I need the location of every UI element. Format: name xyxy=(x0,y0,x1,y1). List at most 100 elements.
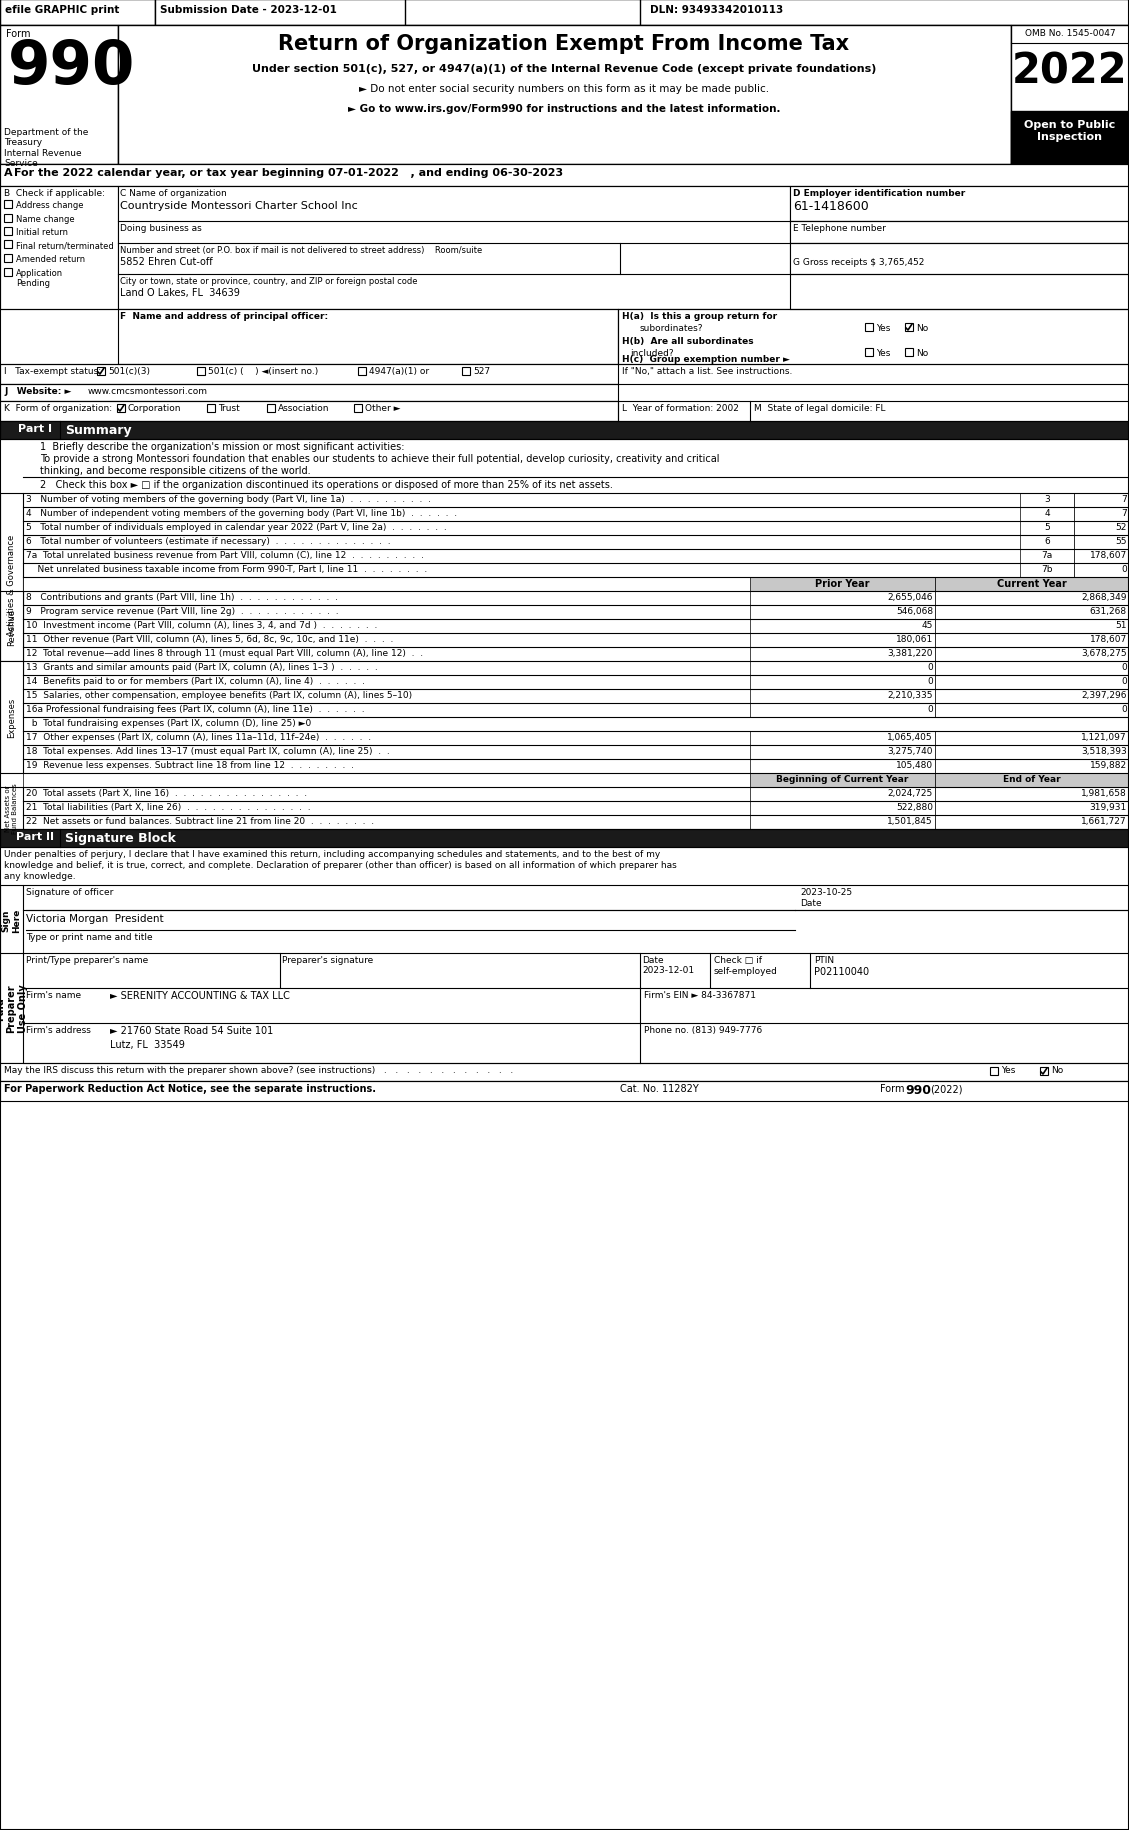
Bar xyxy=(0,886,23,955)
Bar xyxy=(1019,507,1074,522)
Bar xyxy=(0,494,23,675)
Bar xyxy=(119,26,1010,165)
Bar xyxy=(5,214,12,223)
Text: 7: 7 xyxy=(1121,509,1127,518)
Text: 0: 0 xyxy=(927,677,933,686)
Text: Firm's address: Firm's address xyxy=(26,1025,90,1034)
Text: Number and street (or P.O. box if mail is not delivered to street address)    Ro: Number and street (or P.O. box if mail i… xyxy=(120,245,482,254)
Text: H(a)  Is this a group return for: H(a) Is this a group return for xyxy=(622,311,777,320)
Text: 990: 990 xyxy=(8,38,135,97)
Text: Expenses: Expenses xyxy=(7,697,16,737)
Bar xyxy=(1019,564,1074,578)
Text: Type or print name and title: Type or print name and title xyxy=(26,933,152,941)
Bar xyxy=(5,269,12,276)
Text: 1,661,727: 1,661,727 xyxy=(1082,816,1127,825)
Text: Signature of officer: Signature of officer xyxy=(26,888,113,897)
Text: 9   Program service revenue (Part VIII, line 2g)  .  .  .  .  .  .  .  .  .  .  : 9 Program service revenue (Part VIII, li… xyxy=(26,608,339,615)
Text: A: A xyxy=(5,168,12,178)
Text: May the IRS discuss this return with the preparer shown above? (see instructions: May the IRS discuss this return with the… xyxy=(5,1065,514,1074)
Text: Prior Year: Prior Year xyxy=(815,578,869,589)
Bar xyxy=(0,662,23,774)
Bar xyxy=(935,648,1129,662)
Bar xyxy=(1019,536,1074,549)
Bar xyxy=(935,606,1129,620)
Text: thinking, and become responsible citizens of the world.: thinking, and become responsible citizen… xyxy=(40,467,310,476)
Text: 3   Number of voting members of the governing body (Part VI, line 1a)  .  .  .  : 3 Number of voting members of the govern… xyxy=(26,494,431,503)
Text: 319,931: 319,931 xyxy=(1089,803,1127,811)
Bar xyxy=(935,675,1129,690)
Bar xyxy=(750,732,935,745)
Bar xyxy=(0,364,618,384)
Text: F  Name and address of principal officer:: F Name and address of principal officer: xyxy=(120,311,329,320)
Bar xyxy=(1019,549,1074,564)
Text: 105,480: 105,480 xyxy=(896,761,933,770)
Text: 4   Number of independent voting members of the governing body (Part VI, line 1b: 4 Number of independent voting members o… xyxy=(26,509,457,518)
Text: 3,678,275: 3,678,275 xyxy=(1082,648,1127,657)
Text: Phone no. (813) 949-7776: Phone no. (813) 949-7776 xyxy=(644,1025,762,1034)
Bar xyxy=(935,690,1129,703)
Text: 7b: 7b xyxy=(1041,565,1052,573)
Text: ► 21760 State Road 54 Suite 101: ► 21760 State Road 54 Suite 101 xyxy=(110,1025,273,1036)
Text: 22  Net assets or fund balances. Subtract line 21 from line 20  .  .  .  .  .  .: 22 Net assets or fund balances. Subtract… xyxy=(26,816,374,825)
Bar xyxy=(905,324,913,331)
Text: Check □ if: Check □ if xyxy=(714,955,762,964)
Bar xyxy=(196,368,205,375)
Text: Part II: Part II xyxy=(16,831,54,842)
Text: 7: 7 xyxy=(1121,494,1127,503)
Text: Net unrelated business taxable income from Form 990-T, Part I, line 11  .  .  . : Net unrelated business taxable income fr… xyxy=(26,565,427,573)
Bar xyxy=(750,675,935,690)
Text: 21  Total liabilities (Part X, line 26)  .  .  .  .  .  .  .  .  .  .  .  .  .  : 21 Total liabilities (Part X, line 26) .… xyxy=(26,803,310,811)
Text: Victoria Morgan  President: Victoria Morgan President xyxy=(26,913,164,924)
Bar xyxy=(935,578,1129,591)
Text: D Employer identification number: D Employer identification number xyxy=(793,188,965,198)
Text: 51: 51 xyxy=(1115,620,1127,630)
Bar xyxy=(935,633,1129,648)
Text: 1  Briefly describe the organization's mission or most significant activities:: 1 Briefly describe the organization's mi… xyxy=(40,441,404,452)
Bar xyxy=(1010,112,1129,165)
Text: Yes: Yes xyxy=(876,350,891,359)
Text: G Gross receipts $ 3,765,452: G Gross receipts $ 3,765,452 xyxy=(793,258,925,267)
Bar xyxy=(935,787,1129,802)
Text: 159,882: 159,882 xyxy=(1089,761,1127,770)
Bar xyxy=(935,703,1129,717)
Bar xyxy=(935,816,1129,829)
Text: 16a Professional fundraising fees (Part IX, column (A), line 11e)  .  .  .  .  .: 16a Professional fundraising fees (Part … xyxy=(26,705,365,714)
Bar xyxy=(750,787,935,802)
Text: Activities & Governance: Activities & Governance xyxy=(7,534,16,635)
Bar xyxy=(750,690,935,703)
Bar xyxy=(0,591,23,662)
Text: I   Tax-exempt status:: I Tax-exempt status: xyxy=(5,366,102,375)
Bar xyxy=(462,368,470,375)
Text: self-employed: self-employed xyxy=(714,966,778,975)
Bar xyxy=(1019,522,1074,536)
Bar xyxy=(935,802,1129,816)
Text: 178,607: 178,607 xyxy=(1089,635,1127,644)
Text: Initial return: Initial return xyxy=(16,229,68,236)
Bar xyxy=(935,662,1129,675)
Text: H(b)  Are all subordinates: H(b) Are all subordinates xyxy=(622,337,754,346)
Bar xyxy=(23,578,1129,591)
Text: To provide a strong Montessori foundation that enables our students to achieve t: To provide a strong Montessori foundatio… xyxy=(40,454,719,463)
Text: included?: included? xyxy=(630,350,674,359)
Bar xyxy=(117,404,125,414)
Text: 45: 45 xyxy=(921,620,933,630)
Text: If "No," attach a list. See instructions.: If "No," attach a list. See instructions… xyxy=(622,366,793,375)
Text: 2023-10-25: 2023-10-25 xyxy=(800,888,852,897)
Text: 0: 0 xyxy=(1121,705,1127,714)
Text: B  Check if applicable:: B Check if applicable: xyxy=(5,188,105,198)
Text: 8   Contributions and grants (Part VIII, line 1h)  .  .  .  .  .  .  .  .  .  . : 8 Contributions and grants (Part VIII, l… xyxy=(26,593,338,602)
Text: 2,868,349: 2,868,349 xyxy=(1082,593,1127,602)
Text: Yes: Yes xyxy=(876,324,891,333)
Bar xyxy=(750,816,935,829)
Text: Firm's EIN ► 84-3367871: Firm's EIN ► 84-3367871 xyxy=(644,990,756,999)
Text: City or town, state or province, country, and ZIP or foreign postal code: City or town, state or province, country… xyxy=(120,276,418,285)
Text: 17  Other expenses (Part IX, column (A), lines 11a–11d, 11f–24e)  .  .  .  .  . : 17 Other expenses (Part IX, column (A), … xyxy=(26,732,371,741)
Text: Final return/terminated: Final return/terminated xyxy=(16,242,114,251)
Bar xyxy=(790,221,1129,243)
Text: 0: 0 xyxy=(1121,565,1127,573)
Text: 7a  Total unrelated business revenue from Part VIII, column (C), line 12  .  .  : 7a Total unrelated business revenue from… xyxy=(26,551,423,560)
Bar xyxy=(1074,564,1129,578)
Text: 501(c) (    ) ◄(insert no.): 501(c) ( ) ◄(insert no.) xyxy=(208,366,318,375)
Bar xyxy=(750,745,935,759)
Bar xyxy=(935,620,1129,633)
